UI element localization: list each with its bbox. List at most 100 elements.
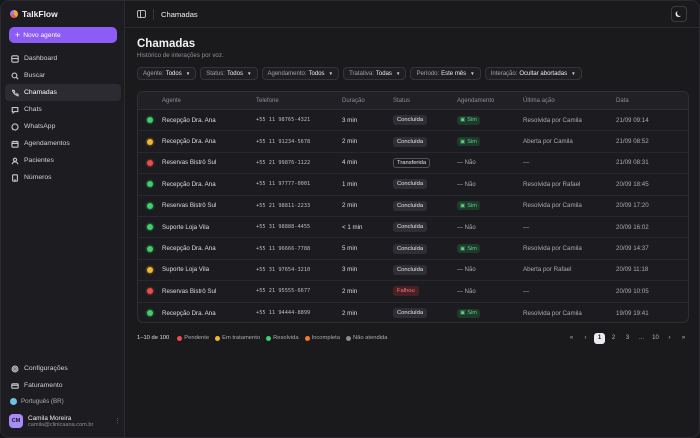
scheduling-cell: ▣ Sim: [457, 308, 523, 318]
status-badge: Concluída: [393, 222, 428, 233]
table-header: Agente Telefone Duração Status Agendamento Úl…: [138, 92, 688, 110]
last-action-cell: Resolvida por Camila: [523, 245, 582, 253]
brand[interactable]: TalkFlow: [10, 9, 58, 19]
scheduled-badge: ▣ Sim: [457, 137, 480, 147]
chevron-down-icon: ▼: [185, 71, 191, 76]
scheduling-cell: — Não: [457, 288, 523, 295]
scheduled-label: Sim: [467, 245, 477, 252]
filter-dropdown[interactable]: Status: Todos ▼: [200, 67, 258, 80]
chat-icon: [11, 106, 19, 114]
filter-dropdown[interactable]: Interação: Ocultar abortadas ▼: [484, 67, 582, 80]
language-selector[interactable]: Português (BR): [10, 398, 64, 405]
column-header[interactable]: Agendamento: [457, 97, 495, 104]
table-row[interactable]: Suporte Loja Vila +55 31 97654-3210 3 mi…: [138, 260, 688, 282]
globe-icon: [10, 398, 17, 405]
sidebar-item-1[interactable]: Buscar: [5, 67, 121, 84]
sidebar-item-5[interactable]: Agendamentos: [5, 135, 121, 152]
page-button[interactable]: ›: [668, 335, 671, 341]
filter-dropdown[interactable]: Agendamento: Todos ▼: [261, 67, 340, 80]
column-header[interactable]: Data: [616, 97, 629, 104]
status-dot-cell: [138, 138, 162, 145]
check-icon: ▣: [460, 245, 466, 252]
date-cell: 21/09 09:14: [616, 116, 649, 124]
table-row[interactable]: Reservas Bistrô Sul +55 21 95555-6677 2 …: [138, 281, 688, 303]
status-cell: Falhou: [393, 286, 457, 297]
sidebar-toggle-icon[interactable]: [137, 10, 146, 18]
sidebar-bottom-item-1[interactable]: Faturamento: [5, 377, 121, 394]
status-cell: Concluída: [393, 243, 457, 254]
column-header[interactable]: Agente: [162, 97, 182, 104]
last-action-cell: Resolvida por Camila: [523, 309, 582, 317]
user-menu[interactable]: CM Camila Moreira camila@clinicaana.com.…: [9, 414, 121, 428]
table-row[interactable]: Recepção Dra. Ana +55 11 94444-8899 2 mi…: [138, 303, 688, 322]
duration-cell: 2 min: [342, 138, 358, 146]
not-scheduled-label: — Não: [457, 160, 476, 167]
page-button[interactable]: ‹: [584, 335, 587, 341]
table-row[interactable]: Recepção Dra. Ana +55 11 96666-7788 5 mi…: [138, 238, 688, 260]
new-agent-button[interactable]: + Novo agente: [9, 27, 117, 43]
filter-value: Ocultar abortadas: [519, 70, 568, 77]
page-button[interactable]: 3: [625, 335, 630, 341]
check-icon: ▣: [460, 117, 466, 124]
page-button[interactable]: »: [681, 335, 686, 341]
whatsapp-icon: [11, 122, 19, 131]
duration-cell: < 1 min: [342, 223, 363, 231]
new-agent-label: Novo agente: [23, 31, 61, 39]
last-action-cell: Resolvida por Camila: [523, 202, 582, 210]
date-cell: 20/09 18:45: [616, 180, 649, 188]
moon-icon: [677, 10, 683, 16]
not-scheduled-label: — Não: [457, 224, 476, 231]
column-header[interactable]: Status: [393, 97, 411, 104]
sidebar-item-7[interactable]: Números: [5, 169, 121, 186]
filter-label: Interação:: [490, 70, 518, 77]
sidebar-item-label: Números: [24, 174, 52, 181]
filter-dropdown[interactable]: Tratativa: Todas ▼: [343, 67, 407, 80]
table-row[interactable]: Reservas Bistrô Sul +55 21 98811-2233 2 …: [138, 196, 688, 217]
page-button[interactable]: 10: [652, 335, 659, 341]
column-header[interactable]: Telefone: [256, 97, 279, 104]
table-row[interactable]: Suporte Loja Vila +55 31 98888-4455 < 1 …: [138, 217, 688, 239]
duration-cell: 4 min: [342, 159, 358, 167]
table-row[interactable]: Recepção Dra. Ana +55 11 98765-4321 3 mi…: [138, 110, 688, 132]
sidebar-bottom-item-0[interactable]: Configurações: [5, 360, 121, 377]
column-header[interactable]: Duração: [342, 97, 365, 104]
page-title: Chamadas: [137, 38, 196, 50]
last-action-cell: Aberta por Camila: [523, 138, 573, 146]
status-dot: [147, 266, 153, 273]
agent-cell: Recepção Dra. Ana: [162, 309, 216, 317]
sidebar-item-6[interactable]: Pacientes: [5, 152, 121, 169]
status-dot-cell: [138, 202, 162, 209]
agent-cell: Suporte Loja Vila: [162, 266, 210, 274]
more-icon[interactable]: ⋮: [114, 418, 121, 425]
filter-value: Todos: [308, 70, 325, 77]
sidebar-item-3[interactable]: Chats: [5, 101, 121, 118]
status-dot: [147, 202, 153, 209]
filter-dropdown[interactable]: Período: Este mês ▼: [410, 67, 481, 80]
column-header[interactable]: Última ação: [523, 97, 555, 104]
scheduled-label: Sim: [467, 138, 477, 145]
check-icon: ▣: [460, 138, 466, 145]
sidebar-item-0[interactable]: Dashboard: [5, 50, 121, 67]
sidebar-item-4[interactable]: WhatsApp: [5, 118, 121, 135]
sidebar-item-2[interactable]: Chamadas: [5, 84, 121, 101]
scheduling-cell: — Não: [457, 159, 523, 166]
duration-cell: 2 min: [342, 287, 358, 295]
status-dot-cell: [138, 245, 162, 252]
status-dot: [147, 138, 153, 145]
filter-dropdown[interactable]: Agente: Todos ▼: [137, 67, 197, 80]
table-body: Recepção Dra. Ana +55 11 98765-4321 3 mi…: [138, 110, 688, 322]
agent-cell: Recepção Dra. Ana: [162, 138, 216, 146]
page-button[interactable]: 2: [611, 335, 616, 341]
last-action-cell: Resolvida por Rafael: [523, 180, 581, 188]
legend-label: Resolvida: [273, 335, 299, 341]
table-row[interactable]: Reservas Bistrô Sul +55 21 99876-1122 4 …: [138, 153, 688, 175]
agent-cell: Reservas Bistrô Sul: [162, 287, 217, 295]
page-button[interactable]: «: [569, 335, 574, 341]
theme-toggle-button[interactable]: [671, 6, 687, 22]
phone-cell: +55 11 96666-7788: [256, 245, 311, 252]
billing-icon: [11, 382, 19, 390]
table-row[interactable]: Recepção Dra. Ana +55 11 97777-0001 1 mi…: [138, 174, 688, 196]
page-button[interactable]: 1: [594, 332, 605, 344]
table-row[interactable]: Recepção Dra. Ana +55 11 91234-5678 2 mi…: [138, 131, 688, 153]
status-cell: Concluída: [393, 264, 457, 275]
